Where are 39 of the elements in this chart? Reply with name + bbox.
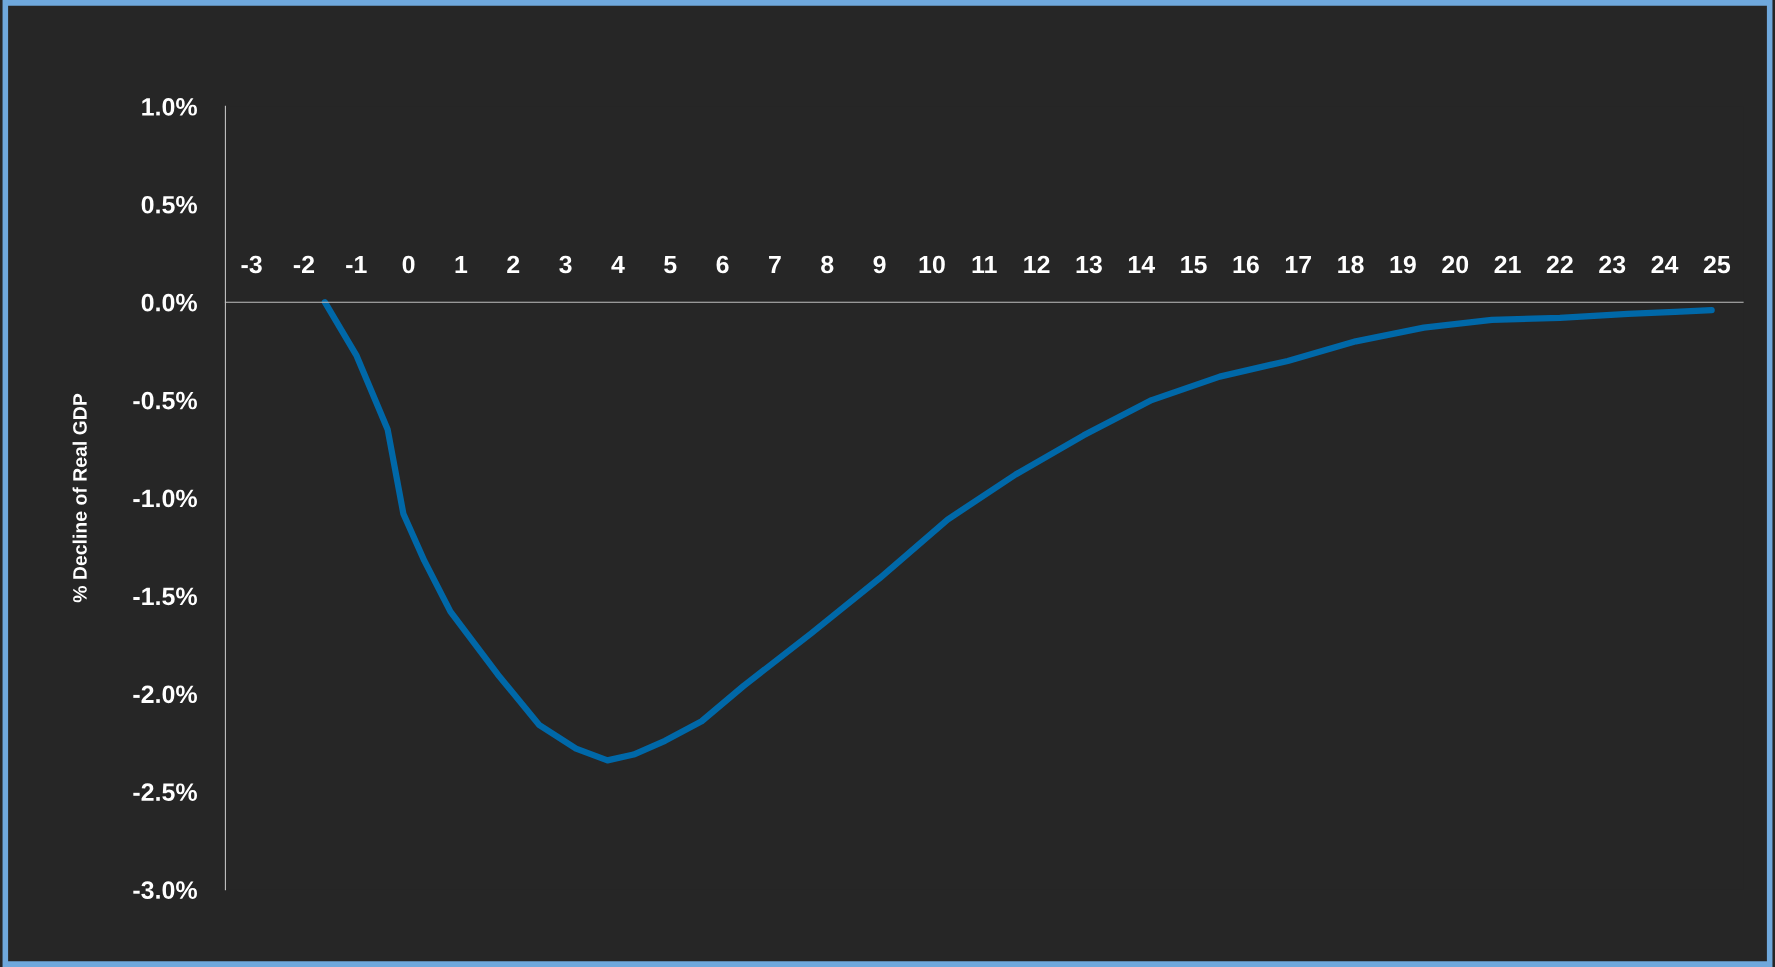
x-tick-label: 25 [1703,255,1731,274]
x-tick-label: 17 [1285,255,1312,274]
x-tick-label: 6 [716,255,729,274]
x-tick-label: 2 [507,255,520,274]
x-tick-label: 14 [1128,255,1155,274]
x-tick-label: 20 [1442,255,1469,274]
y-tick-label: -2.0% [133,685,197,704]
x-tick-label: 10 [919,255,945,274]
x-tick-label: 0 [402,255,415,274]
x-tick-label: 24 [1651,255,1679,274]
y-axis-title: % Decline of Real GDP [72,393,87,603]
x-tick-label: 15 [1181,255,1207,274]
x-tick-label: 11 [972,255,997,274]
y-tick-label: -0.5% [133,391,197,410]
x-tick-label: 21 [1494,255,1521,274]
x-tick-label: 1 [455,255,468,274]
y-tick-label: -2.5% [133,783,197,802]
x-tick-label: 9 [873,255,886,274]
y-tick-label: -1.0% [133,489,197,508]
x-tick-label: 12 [1024,255,1050,274]
y-tick-label: -1.5% [133,587,197,606]
x-tick-label: 3 [559,255,572,274]
x-tick-label: 23 [1599,255,1626,274]
x-tick-label: -3 [241,255,262,274]
y-tick-label: 1.0% [142,97,197,116]
x-tick-label: 13 [1076,255,1102,274]
x-tick-label: 19 [1390,255,1416,274]
x-tick-label: 8 [821,255,834,274]
x-tick-label: 18 [1338,255,1364,274]
x-tick-label: 7 [769,255,781,274]
x-tick-label: 5 [664,255,677,274]
x-tick-label: 16 [1233,255,1259,274]
y-tick-label: 0.5% [141,195,197,214]
x-tick-label: 4 [611,255,625,274]
x-tick-label: -2 [293,255,315,274]
x-tick-label: 22 [1546,255,1573,274]
x-tick-label: -1 [346,255,367,274]
y-tick-label: 0.0% [141,293,197,312]
y-tick-label: -3.0% [133,881,197,899]
